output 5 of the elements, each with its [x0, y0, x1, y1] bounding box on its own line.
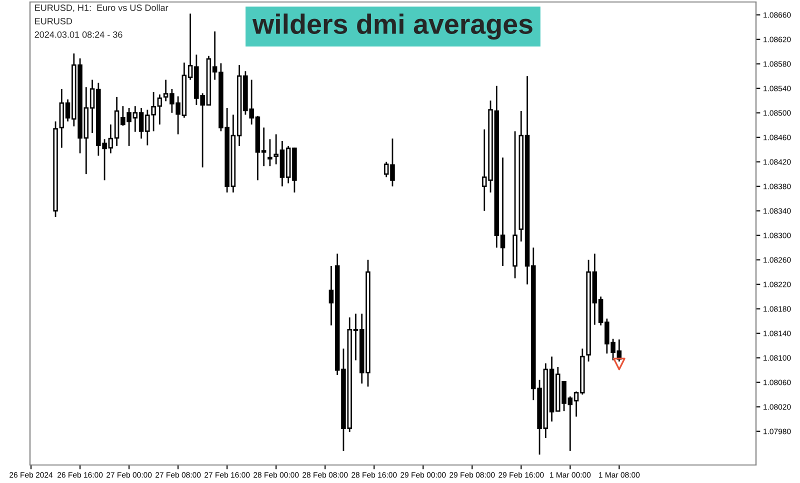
chart-title: wilders dmi averages: [252, 14, 532, 40]
annotation: EURUSD: [35, 18, 72, 24]
annotation: 2024.03.01 08:24 - 36: [34, 31, 122, 38]
annotation: EURUSD, H1: Euro vs US Dollar: [35, 4, 168, 12]
candlestick: [268, 138, 272, 167]
